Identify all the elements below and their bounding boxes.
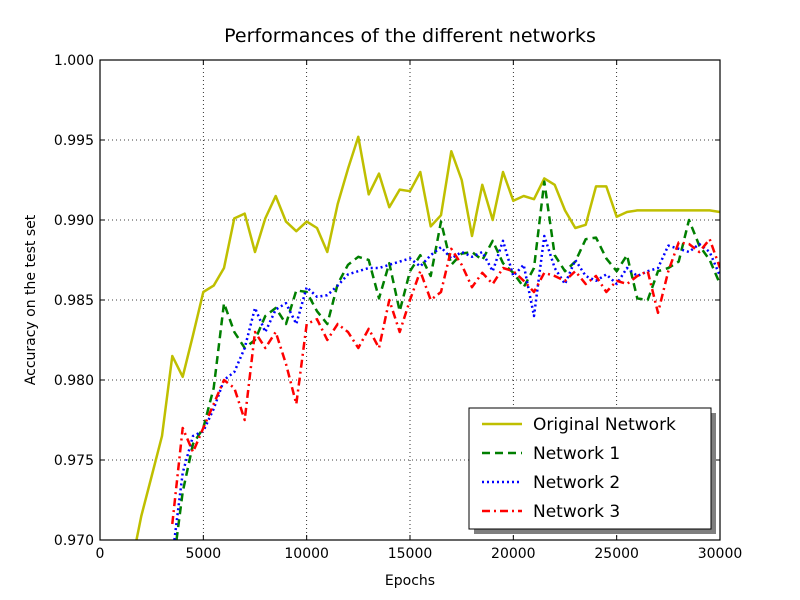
x-tick-label: 30000 xyxy=(698,546,743,562)
x-tick-label: 15000 xyxy=(388,546,433,562)
y-tick-label: 0.970 xyxy=(54,533,94,549)
x-tick-label: 5000 xyxy=(186,546,222,562)
axis-ticks: 0 5000 10000 15000 20000 25000 30000 0.970 0.975… xyxy=(54,53,742,562)
legend-box xyxy=(468,407,712,530)
x-tick-label: 10000 xyxy=(284,546,329,562)
legend-label-3: Network 2 xyxy=(533,473,620,493)
x-tick-label: 20000 xyxy=(491,546,536,562)
y-tick-label: 0.995 xyxy=(54,133,94,149)
legend-label-1: Original Network xyxy=(533,415,676,435)
series-layer xyxy=(135,135,720,540)
y-axis-label: Accuracy on the test set xyxy=(23,214,39,385)
series-line-1 xyxy=(135,135,720,540)
x-tick-label: 0 xyxy=(96,546,105,562)
x-axis-label: Epochs xyxy=(385,573,435,589)
legend-label-4: Network 3 xyxy=(533,502,620,522)
series-line-2 xyxy=(175,180,720,540)
series-line-4 xyxy=(171,237,720,525)
y-tick-label: 0.980 xyxy=(54,373,94,389)
y-tick-label: 0.990 xyxy=(54,213,94,229)
legend: Original Network Network 1 Network 2 Networ… xyxy=(468,407,716,534)
chart-title: Performances of the different networks xyxy=(224,25,596,47)
x-tick-label: 25000 xyxy=(594,546,639,562)
y-tick-label: 0.985 xyxy=(54,293,94,309)
y-tick-label: 1.000 xyxy=(54,53,94,69)
legend-label-2: Network 1 xyxy=(533,444,620,464)
y-tick-label: 0.975 xyxy=(54,453,94,469)
